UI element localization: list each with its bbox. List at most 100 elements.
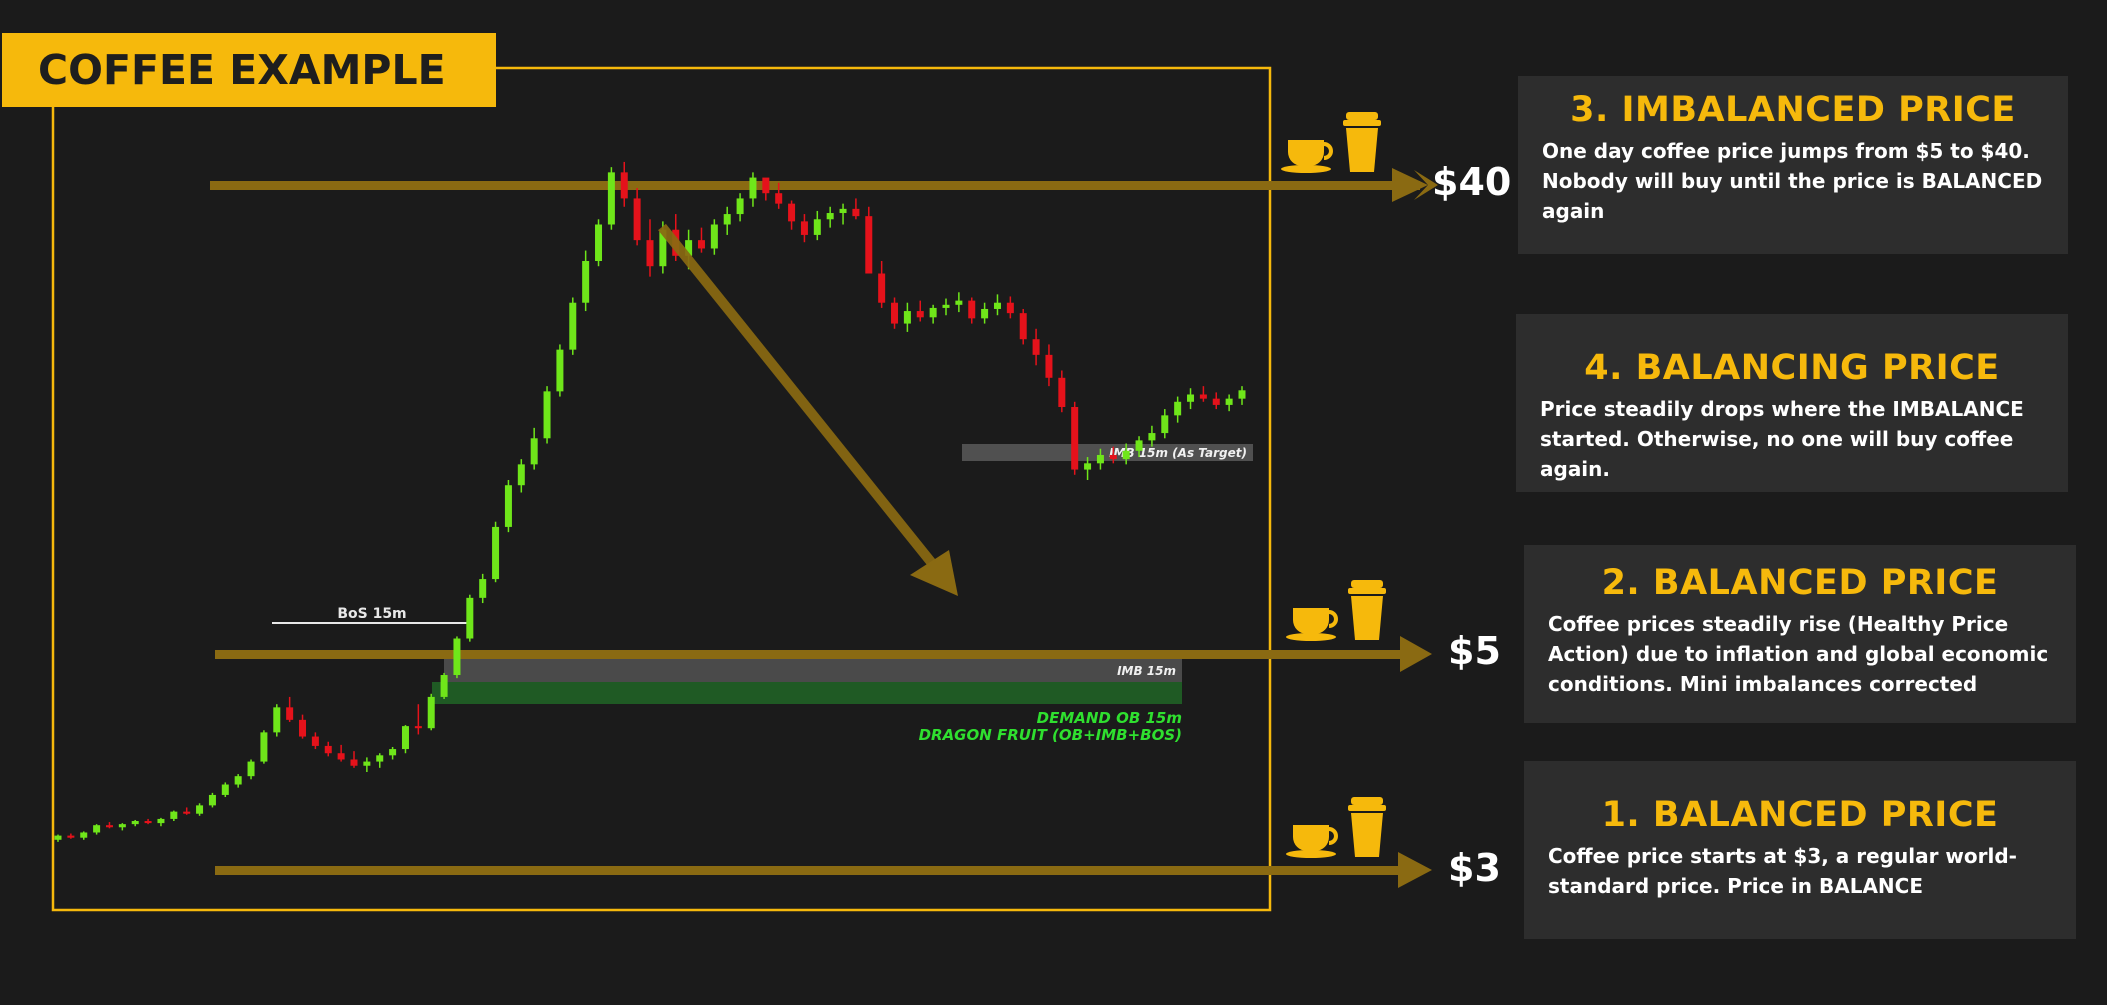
imb-target-label: IMB 15m (As Target)	[1109, 446, 1247, 460]
price-arrow-40	[210, 170, 1438, 200]
candle-body	[144, 821, 152, 824]
candle-body	[1199, 394, 1207, 399]
candle-body	[955, 300, 963, 305]
coffee-cup-icon	[1286, 825, 1338, 858]
bos-label: BoS 15m	[337, 606, 406, 622]
candle-body	[311, 736, 319, 746]
coffee-icons-5	[1286, 580, 1386, 641]
demand-label-1: DEMAND OB 15m	[1037, 709, 1182, 727]
price-label-3: $3	[1448, 846, 1501, 890]
candle-body	[993, 302, 1001, 309]
candle-body	[775, 193, 783, 204]
candle-body	[80, 832, 88, 838]
candle-body	[1238, 390, 1246, 399]
panel-balanced-price-1: 1. BALANCED PRICE Coffee price starts at…	[1524, 761, 2076, 939]
panel-body: One day coffee price jumps from $5 to $4…	[1542, 139, 2043, 223]
panel-balancing-price: 4. BALANCING PRICE Price steadily drops …	[1516, 314, 2068, 492]
candle-body	[183, 811, 191, 814]
candle-body	[196, 805, 204, 814]
candle-body	[234, 776, 242, 785]
candle-body	[1225, 398, 1233, 405]
panel-heading: 2. BALANCED PRICE	[1601, 563, 1999, 603]
takeaway-cup-icon	[1348, 797, 1386, 857]
candle-body	[1109, 454, 1117, 460]
panel-balanced-price-2: 2. BALANCED PRICE Coffee prices steadily…	[1524, 545, 2076, 723]
candle-body	[286, 707, 294, 720]
candle-body	[299, 719, 307, 737]
candle-body	[273, 707, 281, 733]
candle-body	[646, 240, 654, 267]
candle-body	[891, 302, 899, 324]
candle-body	[453, 638, 461, 676]
candle-body	[1122, 450, 1130, 460]
candle-body	[208, 794, 216, 806]
candle-body	[788, 203, 796, 222]
candle-body	[582, 261, 590, 303]
candlestick-series	[54, 161, 1246, 842]
candle-body	[363, 761, 371, 766]
candle-body	[260, 732, 268, 762]
candle-body	[878, 273, 886, 303]
coffee-cup-icon	[1281, 140, 1333, 173]
candle-body	[1058, 377, 1066, 407]
candle-body	[916, 311, 924, 318]
imbalance-zone: IMB 15m	[444, 659, 1182, 682]
candle-body	[697, 240, 705, 249]
price-arrow-5	[215, 636, 1432, 672]
candle-body	[762, 177, 770, 194]
panel-body: Coffee price starts at $3, a regular wor…	[1548, 844, 2017, 898]
candle-body	[723, 214, 731, 225]
candle-body	[1006, 302, 1014, 314]
candle-body	[221, 784, 229, 795]
candle-body	[826, 213, 834, 220]
candle-body	[517, 464, 525, 486]
candle-body	[350, 759, 358, 766]
price-label-5: $5	[1448, 629, 1501, 673]
candle-body	[530, 438, 538, 465]
candle-body	[170, 811, 178, 819]
candle-body	[659, 229, 667, 267]
candle-body	[607, 172, 615, 225]
candle-body	[492, 526, 500, 580]
candle-body	[337, 753, 345, 760]
candle-body	[1032, 339, 1040, 355]
balancing-arrow	[658, 223, 958, 596]
price-label-40: $40	[1432, 160, 1512, 204]
candle-body	[903, 311, 911, 324]
candle-body	[556, 349, 564, 392]
panel-heading: 4. BALANCING PRICE	[1584, 348, 2000, 388]
candle-body	[852, 208, 860, 217]
candle-body	[981, 308, 989, 319]
candle-body	[479, 579, 487, 598]
panel-body: Coffee prices steadily rise (Healthy Pri…	[1548, 612, 2049, 696]
candle-body	[1212, 398, 1220, 405]
candle-body	[324, 745, 332, 754]
title-tag: COFFEE EXAMPLE	[2, 33, 496, 107]
coffee-icons-3	[1286, 797, 1386, 858]
candle-body	[968, 300, 976, 319]
panel-body: Price steadily drops where the IMBALANCE…	[1540, 397, 2024, 481]
candle-body	[247, 761, 255, 777]
candle-body	[813, 219, 821, 235]
demand-zone: DEMAND OB 15m DRAGON FRUIT (OB+IMB+BOS)	[432, 682, 1182, 744]
candle-body	[376, 755, 384, 762]
candle-body	[1135, 440, 1143, 451]
candle-body	[1019, 313, 1027, 340]
candle-body	[389, 749, 397, 756]
candle-body	[1187, 394, 1195, 402]
candle-body	[1096, 454, 1104, 464]
chart-frame	[51, 66, 1272, 912]
price-arrow-3	[215, 852, 1432, 888]
bos-line: BoS 15m	[272, 606, 473, 624]
candle-body	[504, 485, 512, 527]
candle-body	[401, 726, 409, 750]
candle-body	[67, 835, 75, 838]
candle-body	[595, 224, 603, 261]
candle-body	[54, 835, 62, 840]
candle-body	[942, 304, 950, 308]
coffee-cup-icon	[1286, 608, 1338, 641]
candle-body	[427, 696, 435, 729]
candle-body	[1161, 415, 1169, 434]
price-arrow-40-head	[1392, 168, 1428, 202]
